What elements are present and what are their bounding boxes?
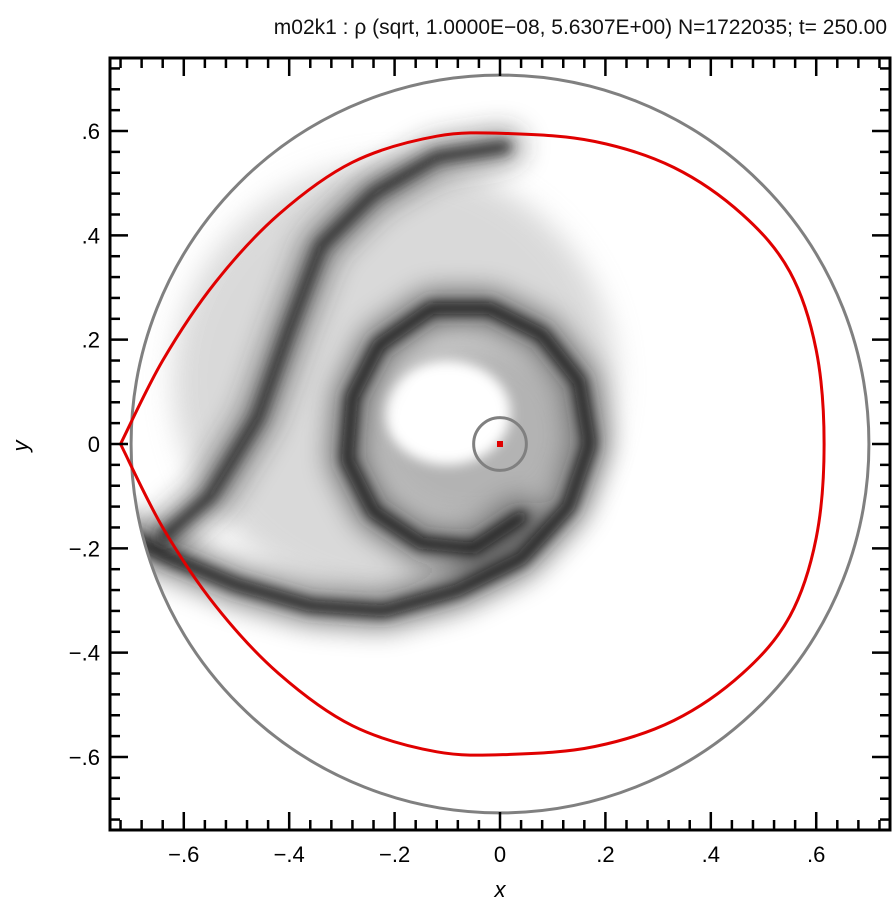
central-star-point [497, 441, 503, 447]
x-tick-label: 0 [494, 842, 506, 867]
inner-boundary-circle [472, 416, 528, 472]
y-tick-label: 0 [88, 432, 100, 457]
y-tick-label: −.4 [69, 641, 100, 666]
x-axis-label: x [494, 877, 507, 902]
y-axis-label: y [8, 439, 33, 454]
y-tick-label: .6 [82, 119, 100, 144]
x-tick-label: −.2 [379, 842, 410, 867]
disc-density [131, 129, 616, 628]
x-tick-label: −.6 [168, 842, 199, 867]
x-tick-label: .2 [596, 842, 614, 867]
spiral-arm [156, 140, 512, 544]
x-tick-label: .6 [807, 842, 825, 867]
y-tick-label: .2 [82, 328, 100, 353]
spiral-arm [131, 302, 596, 617]
y-tick-label: .4 [82, 223, 100, 248]
y-tick-label: −.6 [69, 745, 100, 770]
x-tick-label: −.4 [274, 842, 305, 867]
chart-title: m02k1 : ρ (sqrt, 1.0000E−08, 5.6307E+00)… [0, 16, 893, 40]
x-tick-label: .4 [702, 842, 720, 867]
chart-title-text: m02k1 : ρ (sqrt, 1.0000E−08, 5.6307E+00)… [273, 16, 887, 39]
density-heatmap [131, 129, 616, 628]
y-tick-label: −.2 [69, 536, 100, 561]
axis-ticks: −.6 −.4 −.2 0 .2 .4 .6 −.6 −.4 −.2 0 .2 .4 .6 [69, 58, 890, 867]
roche-lobe-curve [119, 131, 826, 757]
inner-cavity [384, 360, 511, 465]
